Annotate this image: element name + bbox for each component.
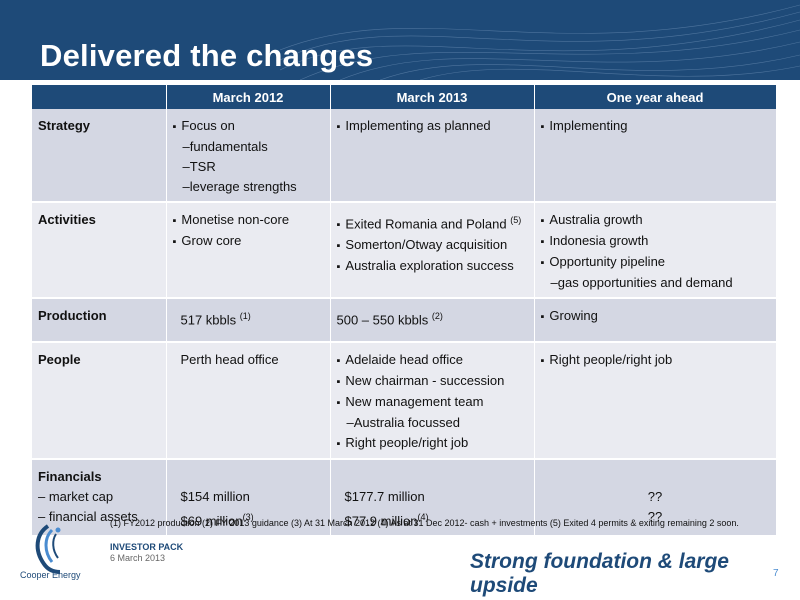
bullet-item: Exited Romania and Poland (5) [337, 210, 528, 235]
table-row-production: Production 517 kbbls (1) 500 – 550 kbbls… [32, 298, 777, 343]
sub-point: gas opportunities and demand [541, 273, 770, 293]
cell-financials-march-2013: $177.7 million $77.9 million(4) [330, 459, 535, 538]
footnote-marker: (3) [242, 512, 254, 522]
row-sub-label: – financial assets [38, 509, 138, 524]
decorative-wave-pattern [280, 4, 800, 80]
footnotes: (1) FY2012 production (2) FY 2013 guidan… [110, 518, 739, 528]
bullet-text: Australia exploration success [337, 256, 528, 277]
column-header-march-2013: March 2013 [330, 85, 535, 109]
footnote-marker: (4) [417, 512, 429, 522]
bullet-text: Right people/right job [337, 433, 528, 454]
title-banner: Delivered the changes [0, 0, 800, 80]
value-text: 500 – 550 kbbls [336, 312, 429, 328]
bullet-text: Monetise non-core [173, 210, 324, 231]
cell-production-one-year-ahead: Growing [534, 298, 777, 343]
value-text: $154 million [180, 489, 250, 504]
value-text: 517 kbbls [180, 312, 237, 328]
value-item: 517 kbbls (1) [173, 306, 324, 330]
value-text: ?? [647, 509, 663, 524]
investor-pack-label: INVESTOR PACK [110, 542, 184, 552]
slide-title: Delivered the changes [40, 38, 374, 73]
footnote-marker: (2) [431, 311, 443, 321]
value-text: $77.9 million [344, 513, 418, 529]
column-header-march-2012: March 2012 [166, 85, 331, 109]
bullet-text: Adelaide head office [337, 350, 528, 371]
table-header-row: March 2012 March 2013 One year ahead [32, 85, 777, 109]
row-label-strategy: Strategy [32, 109, 167, 203]
table-row-strategy: Strategy Focus on fundamentals TSR lever… [32, 109, 777, 203]
cooper-energy-logo-icon [35, 524, 61, 574]
cell-activities-march-2012: Monetise non-core Grow core [166, 202, 331, 299]
bullet-text: Australia growth [541, 210, 770, 231]
presentation-date: 6 March 2013 [110, 553, 166, 563]
value-item: 500 – 550 kbbls (2) [337, 306, 528, 330]
table-row-activities: Activities Monetise non-core Grow core E… [32, 202, 777, 299]
cell-financials-one-year-ahead: ?? ?? [534, 459, 777, 538]
row-label-people: People [32, 342, 167, 460]
footnote-marker: (5) [510, 215, 522, 225]
table-row-financials: Financials – market cap – financial asse… [32, 459, 777, 538]
sub-point: fundamentals [173, 137, 324, 157]
cell-strategy-march-2012: Focus on fundamentals TSR leverage stren… [166, 109, 331, 203]
sub-point: Australia focussed [337, 413, 528, 433]
logo-text: Cooper Energy [20, 570, 81, 580]
sub-point: leverage strengths [173, 177, 324, 197]
row-label-production: Production [32, 298, 167, 343]
bullet-text: Indonesia growth [541, 231, 770, 252]
comparison-table: March 2012 March 2013 One year ahead Str… [32, 85, 777, 538]
bullet-text: Focus on [173, 116, 324, 137]
bullet-text: New management team [337, 392, 528, 413]
sub-point: TSR [173, 157, 324, 177]
value-text: $69 million [180, 513, 243, 529]
bullet-text: Grow core [173, 231, 324, 252]
bullet-text: Somerton/Otway acquisition [337, 235, 528, 256]
value-text: ?? [647, 489, 663, 504]
bullet-text: Implementing [541, 116, 770, 137]
cell-people-march-2012: Perth head office [166, 342, 331, 460]
cell-people-one-year-ahead: Right people/right job [534, 342, 777, 460]
row-sub-label: – market cap [38, 489, 114, 504]
page-number: 7 [773, 568, 779, 579]
value-text: $177.7 million [344, 489, 425, 504]
bullet-text: Right people/right job [541, 350, 770, 371]
bullet-text: Implementing as planned [337, 116, 528, 137]
row-label-activities: Activities [32, 202, 167, 299]
bullet-text: New chairman - succession [337, 371, 528, 392]
value-item: $77.9 million(4) [337, 507, 528, 531]
bullet-text: Growing [541, 306, 770, 327]
bullet-text: Exited Romania and Poland [345, 216, 507, 232]
bullet-text: Opportunity pipeline [541, 252, 770, 273]
column-header-one-year-ahead: One year ahead [534, 85, 777, 109]
cell-financials-label: Financials – market cap – financial asse… [32, 459, 167, 538]
row-label-financials: Financials [38, 469, 102, 484]
cell-people-march-2013: Adelaide head office New chairman - succ… [330, 342, 535, 460]
cell-strategy-one-year-ahead: Implementing [534, 109, 777, 203]
value-text: Perth head office [180, 352, 279, 367]
cell-strategy-march-2013: Implementing as planned [330, 109, 535, 203]
tagline: Strong foundation & large upside [470, 550, 729, 597]
table-row-people: People Perth head office Adelaide head o… [32, 342, 777, 460]
cell-production-march-2013: 500 – 550 kbbls (2) [330, 298, 535, 343]
cell-activities-one-year-ahead: Australia growth Indonesia growth Opport… [534, 202, 777, 299]
value-item: $69 million(3) [173, 507, 324, 531]
cell-financials-march-2012: $154 million $69 million(3) [166, 459, 331, 538]
cell-production-march-2012: 517 kbbls (1) [166, 298, 331, 343]
cell-activities-march-2013: Exited Romania and Poland (5) Somerton/O… [330, 202, 535, 299]
footnote-marker: (1) [239, 311, 251, 321]
column-header-blank [32, 85, 167, 109]
